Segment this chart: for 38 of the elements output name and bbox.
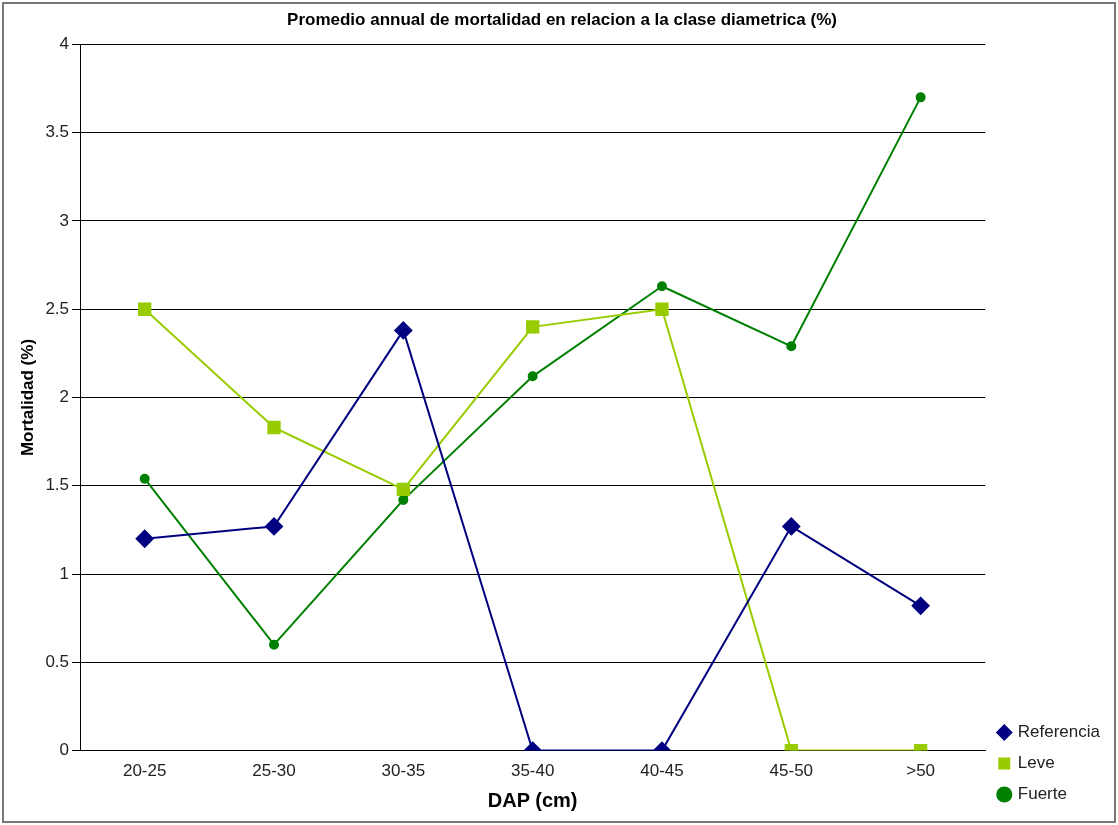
point <box>396 482 410 496</box>
point <box>267 420 281 435</box>
point <box>526 320 540 334</box>
point <box>139 473 150 484</box>
x-tick-label: 40-45 <box>640 761 684 781</box>
x-tick-label: >50 <box>906 761 936 781</box>
y-tick-label: 0 <box>59 740 70 760</box>
chart-title: Promedio annual de mortalidad en relacion a la clase diametrica (%) <box>287 9 837 29</box>
x-tick-label: 30-35 <box>381 761 426 781</box>
x-tick-label: 20-25 <box>122 761 167 781</box>
point <box>394 321 413 340</box>
y-tick-label: 2 <box>59 387 70 407</box>
point <box>527 371 538 382</box>
legend-label: Fuerte <box>1017 784 1067 804</box>
x-tick-label: 35-40 <box>510 761 555 781</box>
point <box>656 281 667 292</box>
y-tick-label: 2.5 <box>45 298 70 318</box>
legend-label: Referencia <box>1017 722 1101 742</box>
y-tick-label: 3 <box>59 210 70 230</box>
y-tick-label: 1 <box>59 563 70 583</box>
point <box>782 517 801 536</box>
y-tick-label: 1.5 <box>45 475 70 495</box>
point <box>135 529 154 548</box>
x-axis-title: DAP (cm) <box>487 788 578 811</box>
point <box>786 341 797 352</box>
x-tick-label: 25-30 <box>252 761 296 781</box>
y-tick-label: 0.5 <box>45 652 70 672</box>
y-tick-label: 3.5 <box>45 122 70 142</box>
x-tick-label: 45-50 <box>769 761 814 781</box>
legend-label: Leve <box>1017 753 1055 773</box>
point <box>269 639 280 650</box>
point <box>911 596 930 615</box>
y-axis-title: Mortalidad (%) <box>17 338 37 457</box>
point <box>915 92 926 103</box>
point <box>655 302 669 316</box>
y-tick-label: 4 <box>59 34 70 54</box>
point <box>265 517 284 536</box>
point <box>138 302 152 316</box>
